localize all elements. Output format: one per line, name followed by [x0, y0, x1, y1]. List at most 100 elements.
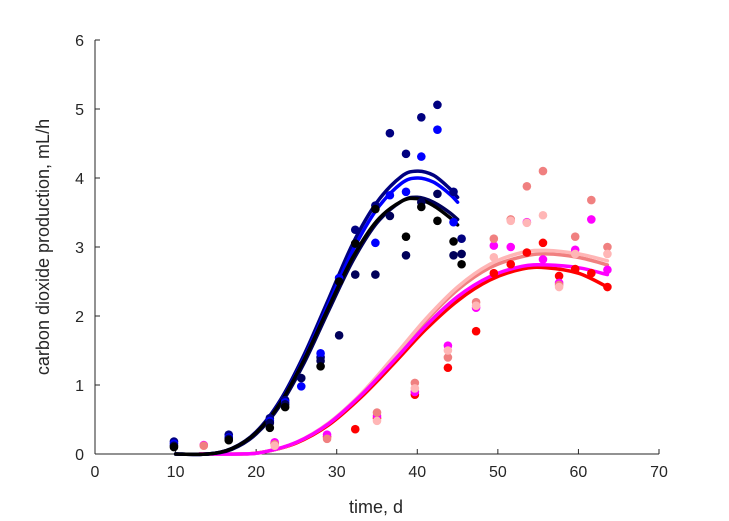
data-point — [449, 250, 458, 260]
data-point — [169, 442, 179, 452]
y-tick-label: 5 — [75, 102, 84, 119]
data-point — [522, 248, 532, 257]
data-point — [371, 270, 380, 279]
data-point — [506, 259, 516, 269]
data-point — [322, 434, 332, 444]
data-point — [385, 128, 395, 138]
data-point — [506, 242, 516, 252]
data-point — [371, 238, 380, 248]
x-ticks: 0 10 20 30 40 50 60 70 — [91, 449, 668, 481]
x-axis-label: time, d — [349, 497, 403, 517]
data-point — [538, 166, 548, 176]
x-tick-label: 70 — [650, 464, 668, 481]
data-point — [334, 277, 344, 286]
data-point — [554, 282, 564, 292]
data-point — [316, 348, 325, 358]
data-point — [554, 271, 564, 281]
data-point — [538, 255, 548, 264]
data-point — [433, 100, 442, 110]
data-point — [417, 112, 426, 122]
fit-curve — [173, 176, 460, 457]
data-point — [506, 216, 516, 226]
x-tick-label: 60 — [570, 464, 588, 481]
data-point — [417, 202, 426, 212]
fit-curve — [197, 263, 610, 456]
data-point — [401, 232, 411, 241]
x-tick-label: 20 — [247, 464, 265, 481]
x-tick-label: 10 — [167, 464, 185, 481]
data-point — [449, 237, 458, 246]
data-point — [371, 204, 380, 214]
y-ticks: 0 1 2 3 4 5 6 — [75, 33, 100, 464]
x-tick-label: 40 — [408, 464, 426, 481]
data-point — [471, 301, 481, 310]
y-tick-label: 1 — [75, 378, 84, 395]
data-point — [570, 249, 580, 259]
data-point — [570, 232, 580, 241]
data-point — [522, 181, 532, 191]
data-point — [603, 282, 612, 292]
data-point — [489, 253, 499, 262]
y-tick-label: 6 — [75, 33, 84, 50]
data-point — [296, 382, 306, 391]
data-point — [296, 373, 306, 383]
y-tick-label: 3 — [75, 240, 84, 257]
data-point — [489, 268, 499, 278]
data-point — [443, 346, 453, 355]
data-points — [169, 100, 612, 452]
data-point — [603, 265, 612, 275]
data-point — [417, 152, 426, 161]
data-point — [401, 250, 411, 260]
data-point — [316, 362, 325, 371]
fit-curve — [173, 169, 460, 457]
data-point — [570, 264, 580, 274]
data-point — [433, 125, 442, 134]
data-point — [603, 242, 612, 252]
data-point — [350, 239, 360, 248]
data-point — [538, 238, 548, 248]
data-point — [199, 441, 209, 451]
data-point — [457, 249, 466, 259]
data-point — [457, 234, 466, 244]
data-point — [449, 217, 458, 227]
data-point — [587, 268, 596, 278]
data-point — [410, 384, 420, 393]
data-point — [433, 216, 442, 226]
data-point — [443, 353, 453, 362]
data-point — [372, 408, 382, 417]
y-axis-label: carbon dioxide production, mL/h — [33, 119, 53, 375]
x-tick-label: 0 — [91, 464, 100, 481]
x-tick-label: 30 — [328, 464, 346, 481]
y-tick-label: 2 — [75, 309, 84, 326]
data-point — [587, 195, 596, 205]
data-point — [587, 215, 596, 224]
data-point — [538, 210, 548, 220]
data-point — [270, 441, 279, 451]
data-point — [603, 249, 612, 259]
data-point — [401, 187, 411, 197]
data-point — [433, 189, 442, 199]
data-point — [401, 149, 411, 159]
data-point — [224, 435, 234, 445]
y-tick-label: 0 — [75, 447, 84, 464]
data-point — [489, 234, 499, 244]
data-point — [385, 190, 395, 200]
data-point — [265, 423, 275, 433]
data-point — [489, 241, 499, 250]
data-point — [350, 225, 360, 235]
x-tick-label: 50 — [489, 464, 507, 481]
data-point — [522, 218, 532, 228]
data-point — [334, 331, 344, 340]
axes: 0 10 20 30 40 50 60 70 0 1 2 3 4 5 6 — [75, 33, 668, 481]
data-point — [350, 270, 360, 279]
data-point — [443, 363, 453, 373]
y-tick-label: 4 — [75, 171, 84, 188]
data-point — [280, 402, 290, 412]
data-point — [350, 424, 360, 434]
data-point — [372, 416, 382, 426]
data-point — [449, 187, 458, 197]
data-point — [471, 326, 481, 336]
data-point — [385, 211, 395, 221]
data-point — [457, 259, 466, 269]
